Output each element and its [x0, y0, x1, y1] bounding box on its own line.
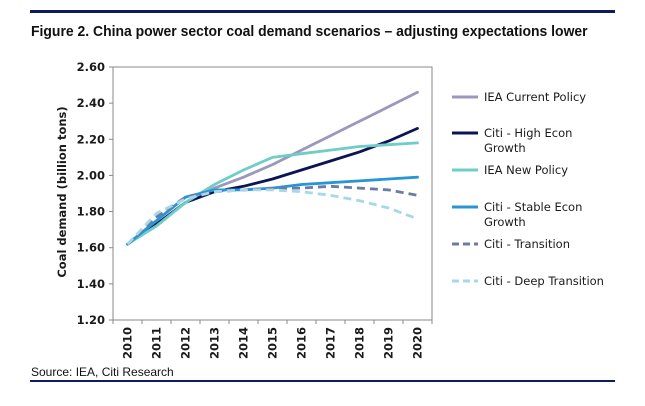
series-line-citi-transition — [126, 184, 418, 246]
x-tick-label: 2011 — [150, 327, 164, 359]
bottom-rule — [30, 380, 615, 382]
y-tick-label: 2.60 — [77, 60, 105, 74]
x-tick-label: 2018 — [353, 327, 367, 359]
y-tick-label: 1.40 — [77, 277, 105, 291]
chart-axes — [109, 66, 433, 324]
series-line-iea-current-policy — [126, 90, 419, 246]
legend: IEA Current Policy Citi - High Econ Growth… — [452, 90, 604, 288]
x-tick-label: 2016 — [295, 327, 309, 359]
series-line-iea-new-policy — [126, 141, 419, 246]
x-tick-label: 2010 — [121, 327, 135, 359]
x-tick-label: 2014 — [237, 327, 251, 359]
x-tick-label: 2013 — [208, 327, 222, 359]
legend-label-citi-high-econ-growth: Citi - High Econ Growth — [484, 126, 572, 155]
legend-label-iea-new-policy: IEA New Policy — [484, 163, 568, 177]
x-tick-labels: 2010 2011 2012 2013 2014 2015 2016 2017 2018 2019… — [121, 327, 425, 359]
series-lines — [126, 90, 419, 246]
top-rule — [30, 10, 615, 13]
source-note: Source: IEA, Citi Research — [31, 365, 174, 379]
y-tick-labels: 1.20 1.40 1.60 1.80 2.00 2.20 2.40 2.60 — [77, 60, 105, 327]
figure-title: Figure 2. China power sector coal demand… — [31, 23, 588, 40]
plot-frame — [112, 66, 433, 321]
legend-label-citi-transition: Citi - Transition — [484, 237, 570, 251]
y-tick-label: 1.20 — [77, 313, 105, 327]
y-tick-label: 1.60 — [77, 241, 105, 255]
x-tick-label: 2017 — [324, 327, 338, 359]
y-tick-label: 2.00 — [77, 168, 105, 182]
legend-label-citi-stable-econ-growth: Citi - Stable Econ Growth — [484, 200, 582, 229]
legend-label-iea-current-policy: IEA Current Policy — [484, 90, 586, 104]
y-tick-label: 2.20 — [77, 132, 105, 146]
x-tick-label: 2019 — [382, 327, 396, 359]
x-tick-label: 2012 — [179, 327, 193, 359]
x-tick-label: 2020 — [411, 327, 425, 359]
y-tick-label: 2.40 — [77, 96, 105, 110]
y-tick-label: 1.80 — [77, 205, 105, 219]
y-axis-label: Coal demand (billion tons) — [55, 106, 69, 277]
legend-label-citi-deep-transition: Citi - Deep Transition — [484, 274, 604, 288]
x-tick-label: 2015 — [266, 327, 280, 359]
series-line-citi-deep-transition — [126, 188, 418, 246]
